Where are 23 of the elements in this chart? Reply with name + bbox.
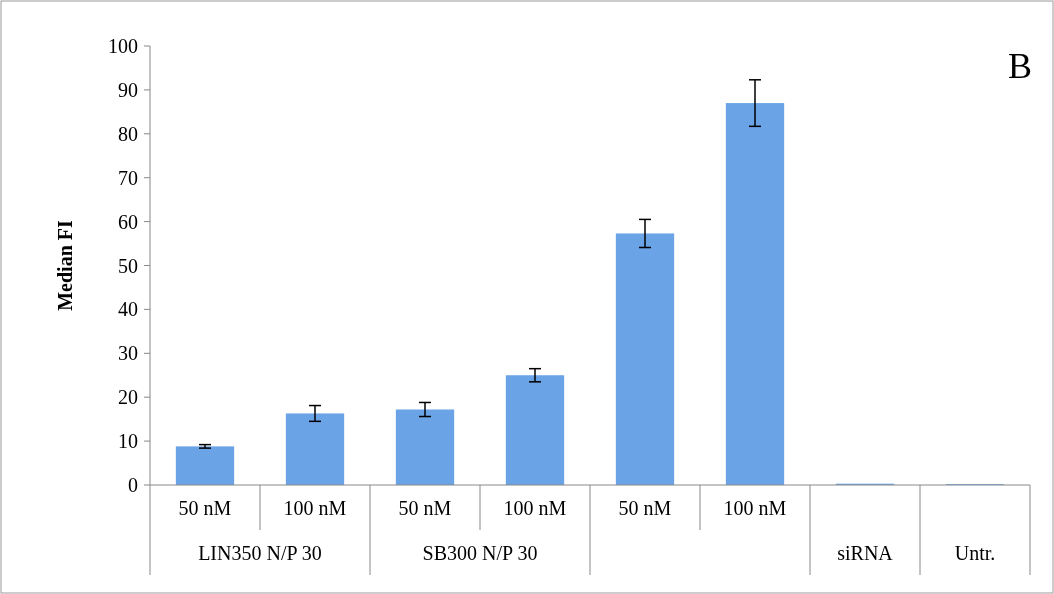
y-tick-label: 70 <box>118 166 138 189</box>
y-axis-title: Median FI <box>54 220 76 311</box>
x-tick-label: 50 nM <box>398 496 452 519</box>
x-tick-label: 100 nM <box>723 496 787 519</box>
y-tick-label: 50 <box>118 254 138 277</box>
x-tick-label: 100 nM <box>283 496 347 519</box>
text: SB300 N/P 30 <box>422 541 538 564</box>
y-tick-label: 60 <box>118 210 138 233</box>
y-tick-label: 10 <box>118 430 138 453</box>
y-tick-label: 0 <box>128 474 138 496</box>
text: siRNA <box>837 541 894 564</box>
y-tick-label: 80 <box>118 122 138 145</box>
y-tick-label: 90 <box>118 78 138 101</box>
x-tick-label: 100 nM <box>503 496 567 519</box>
y-tick-label: 20 <box>118 386 138 409</box>
annotation: B <box>1007 46 1033 86</box>
text: LIN350 N/P 30 <box>198 541 322 564</box>
x-tick-label: 50 nM <box>178 496 232 519</box>
text: Untr. <box>954 541 996 564</box>
y-tick-label: 40 <box>118 298 138 321</box>
y-tick-label: 30 <box>118 342 138 365</box>
x-tick-label: 50 nM <box>618 496 672 519</box>
y-tick-label: 100 <box>108 35 138 57</box>
